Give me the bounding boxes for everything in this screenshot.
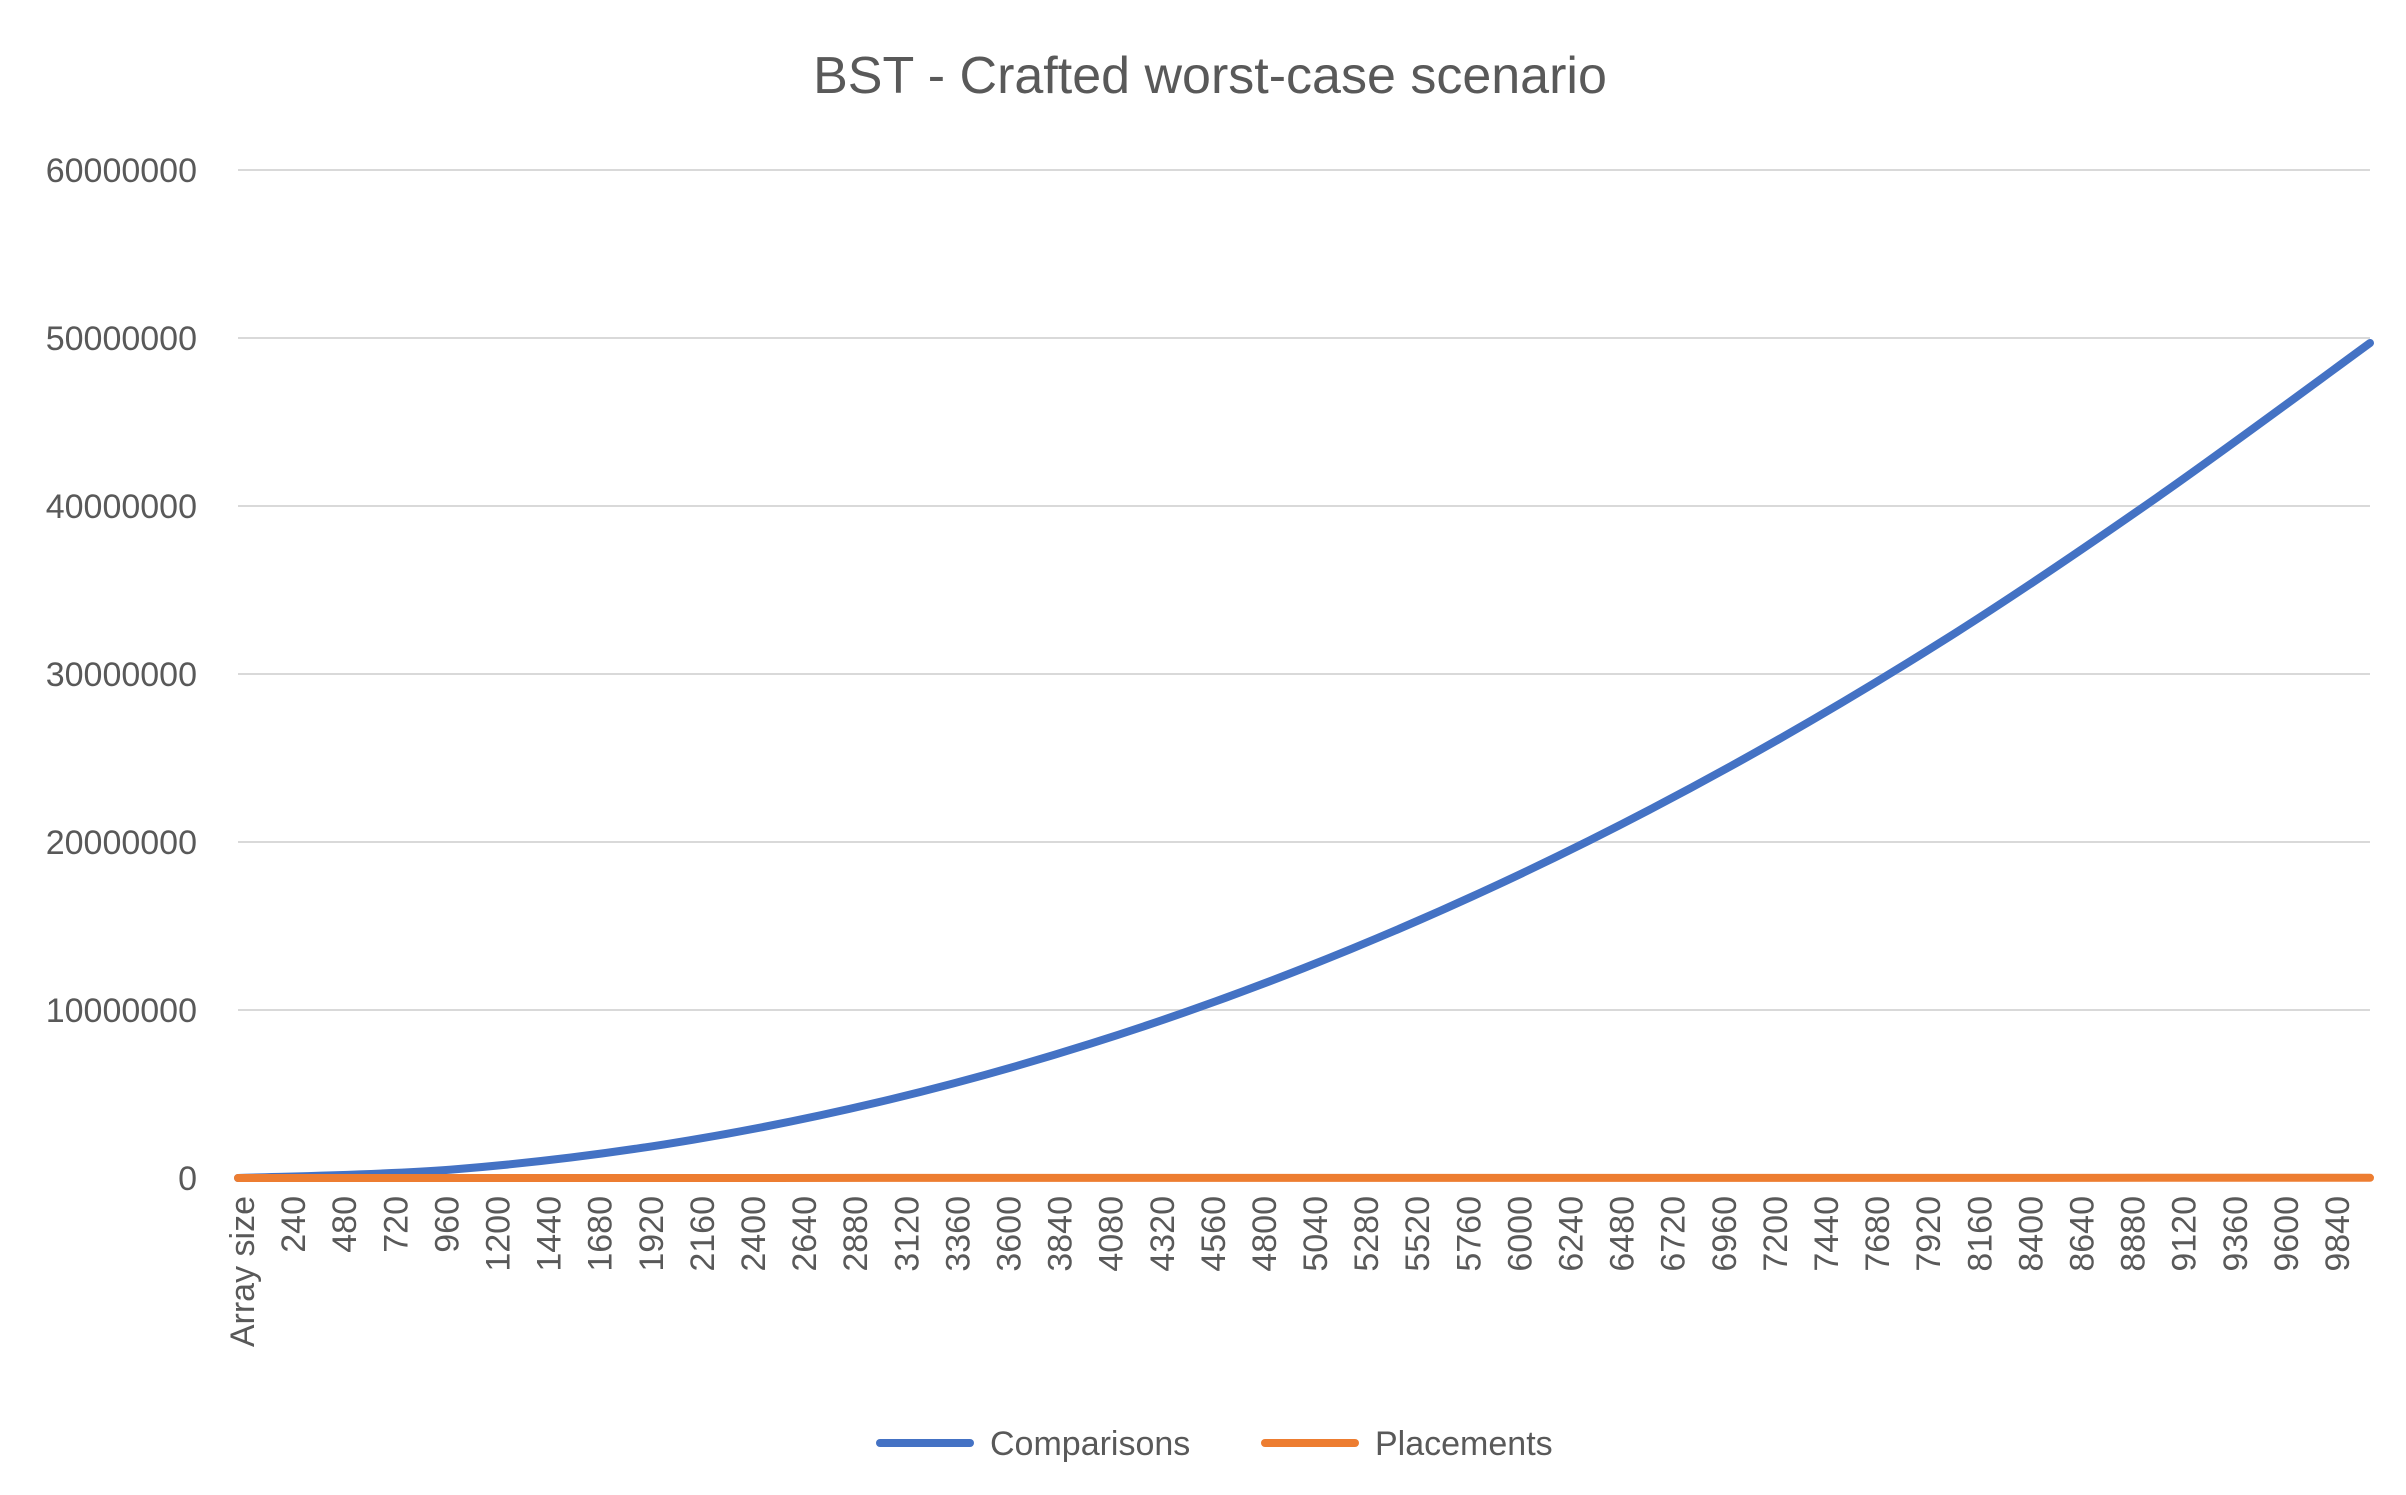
series-line-comparisons (234, 339, 2374, 1182)
x-tick-label: 3840 (1042, 1196, 1080, 1272)
x-tick-label: 7680 (1859, 1196, 1897, 1272)
x-tick-label: 480 (326, 1196, 364, 1253)
x-tick-label: 4320 (1144, 1196, 1182, 1272)
x-tick-label: 4080 (1093, 1196, 1131, 1272)
x-tick-label: 6000 (1501, 1196, 1539, 1272)
legend-label-comparisons: Comparisons (990, 1425, 1190, 1463)
x-tick-label: 6240 (1553, 1196, 1591, 1272)
chart-title: BST - Crafted worst-case scenario (813, 47, 1607, 105)
x-tick-label: 4560 (1195, 1196, 1233, 1272)
x-tick-label: 3120 (888, 1196, 926, 1272)
x-tick-label: 8880 (2115, 1196, 2153, 1272)
x-tick-label: 5040 (1297, 1196, 1335, 1272)
x-tick-label: 3360 (939, 1196, 977, 1272)
x-tick-label: 9120 (2166, 1196, 2204, 1272)
x-tick-label: 5520 (1399, 1196, 1437, 1272)
y-tick-label: 60000000 (46, 152, 197, 190)
x-tick-label: 6720 (1655, 1196, 1693, 1272)
x-tick-label: 1920 (633, 1196, 671, 1272)
x-tick-label: 2880 (837, 1196, 875, 1272)
x-tick-label: 8160 (1961, 1196, 1999, 1272)
x-axis-tick-labels: Array size 240 480 720 960 1200 1440 1680 1920 21… (224, 1196, 2357, 1347)
x-tick-label: 6960 (1706, 1196, 1744, 1272)
gridlines (238, 169, 2370, 1179)
x-tick-label: 5280 (1348, 1196, 1386, 1272)
series-lines (234, 339, 2374, 1183)
x-tick-label: 7440 (1808, 1196, 1846, 1272)
x-tick-label: 3600 (990, 1196, 1028, 1272)
x-tick-label: 240 (275, 1196, 313, 1253)
x-tick-label: 1680 (582, 1196, 620, 1272)
x-tick-label: 9840 (2319, 1196, 2357, 1272)
x-tick-label: 960 (428, 1196, 466, 1253)
y-tick-label: 30000000 (46, 656, 197, 694)
x-tick-label: 1200 (479, 1196, 517, 1272)
legend: Comparisons Placements (876, 1425, 1553, 1463)
x-tick-label: 5760 (1450, 1196, 1488, 1272)
x-axis-first-label: Array size (224, 1196, 262, 1347)
y-tick-label: 40000000 (46, 488, 197, 526)
x-tick-label: 2160 (684, 1196, 722, 1272)
x-tick-label: 8640 (2064, 1196, 2102, 1272)
x-tick-label: 1440 (531, 1196, 569, 1272)
y-tick-label: 10000000 (46, 992, 197, 1030)
y-axis-tick-labels: 0 10000000 20000000 30000000 40000000 5000000… (46, 152, 197, 1198)
x-tick-label: 720 (377, 1196, 415, 1253)
x-tick-label: 7200 (1757, 1196, 1795, 1272)
x-tick-label: 7920 (1910, 1196, 1948, 1272)
y-tick-label: 20000000 (46, 824, 197, 862)
x-tick-label: 2400 (735, 1196, 773, 1272)
x-tick-label: 9360 (2217, 1196, 2255, 1272)
y-tick-label: 50000000 (46, 320, 197, 358)
x-tick-label: 4800 (1246, 1196, 1284, 1272)
x-tick-label: 9600 (2268, 1196, 2306, 1272)
y-tick-label: 0 (178, 1160, 197, 1198)
legend-label-placements: Placements (1375, 1425, 1553, 1463)
x-tick-label: 2640 (786, 1196, 824, 1272)
x-tick-label: 8400 (2012, 1196, 2050, 1272)
x-tick-label: 6480 (1604, 1196, 1642, 1272)
